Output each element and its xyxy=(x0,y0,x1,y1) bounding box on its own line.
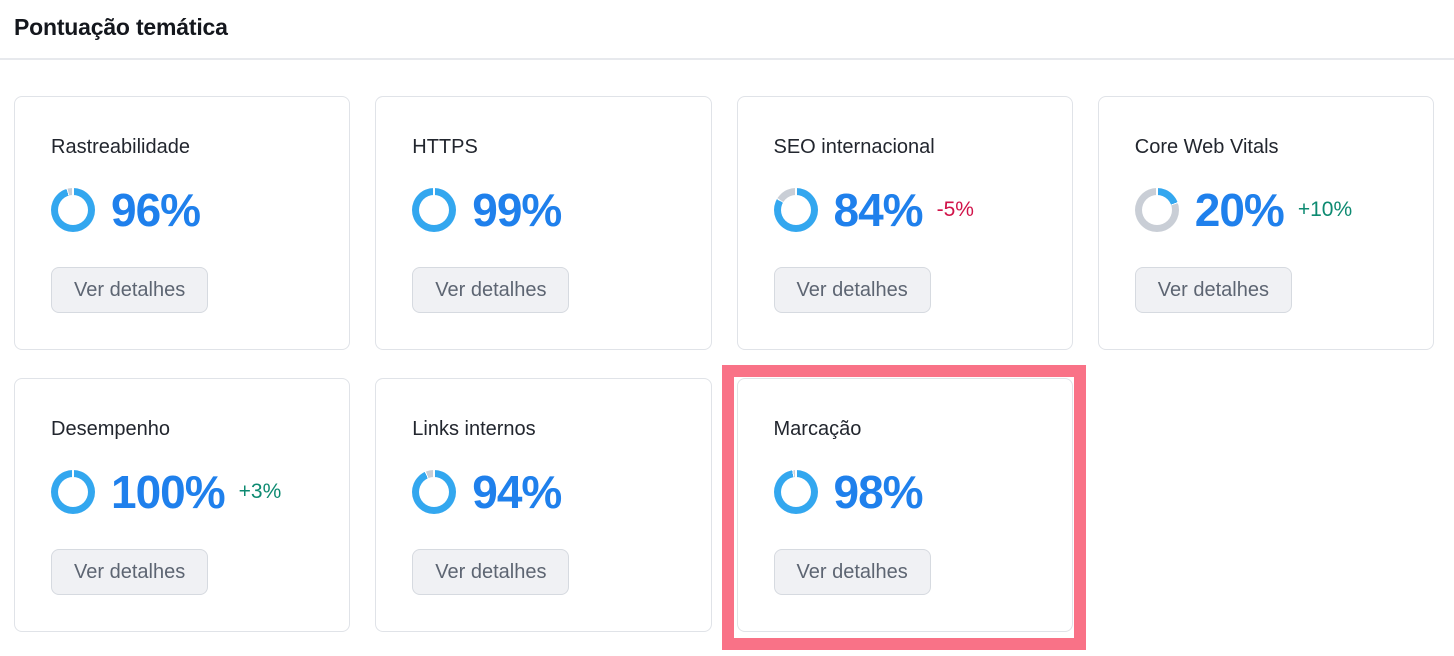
donut-gauge-icon xyxy=(51,470,95,514)
view-details-button[interactable]: Ver detalhes xyxy=(773,549,931,595)
card-https: HTTPS 99% Ver detalhes xyxy=(375,96,712,350)
card-core-web-vitals: Core Web Vitals 20% +10% Ver detalhes xyxy=(1097,96,1434,350)
score-row: 96% xyxy=(51,187,313,233)
card-links-internos: Links internos 94% Ver detalhes xyxy=(375,378,712,632)
header-divider xyxy=(0,58,1454,60)
score-row: 84% -5% xyxy=(773,184,1036,236)
score-value: 20% xyxy=(1194,184,1285,236)
card-title: Core Web Vitals xyxy=(1134,136,1279,158)
score-delta: +3% xyxy=(238,480,282,503)
donut-gauge-icon xyxy=(51,188,95,232)
score-value: 100% xyxy=(111,466,226,518)
donut-gauge-icon xyxy=(412,188,457,232)
card-desempenho: Desempenho 100% +3% Ver detalhes xyxy=(14,378,351,632)
score-value: 98% xyxy=(833,466,924,518)
card-seo-internacional: SEO internacional 84% -5% Ver detalhes xyxy=(736,96,1073,350)
card-title: HTTPS xyxy=(412,136,478,158)
card-title: Links internos xyxy=(412,418,536,440)
score-value: 99% xyxy=(472,184,562,236)
card-title: Rastreabilidade xyxy=(51,136,190,158)
view-details-button[interactable]: Ver detalhes xyxy=(51,267,209,313)
view-details-button[interactable]: Ver detalhes xyxy=(1134,267,1292,313)
donut-gauge-icon xyxy=(773,470,818,514)
score-delta: +10% xyxy=(1297,198,1353,221)
card-marcacao: Marcação 98% Ver detalhes xyxy=(736,378,1073,632)
card-rastreabilidade: Rastreabilidade 96% Ver detalhes xyxy=(14,96,351,350)
view-details-button[interactable]: Ver detalhes xyxy=(773,267,931,313)
score-row: 20% +10% xyxy=(1134,184,1397,236)
score-row: 94% xyxy=(412,469,674,515)
score-delta: -5% xyxy=(936,198,974,221)
score-row: 99% xyxy=(412,187,674,233)
card-title: SEO internacional xyxy=(773,136,935,158)
score-value: 94% xyxy=(472,466,562,518)
page-title: Pontuação temática xyxy=(14,14,228,40)
card-title: Desempenho xyxy=(51,418,170,440)
score-row: 98% xyxy=(773,466,1036,518)
card-title: Marcação xyxy=(773,418,862,440)
score-row: 100% +3% xyxy=(51,469,313,515)
section-header: Pontuação temática xyxy=(0,0,1454,42)
view-details-button[interactable]: Ver detalhes xyxy=(412,549,570,595)
score-value: 84% xyxy=(833,184,924,236)
score-cards-grid: Rastreabilidade 96% Ver detalhes HTTPS 9… xyxy=(14,96,1434,632)
view-details-button[interactable]: Ver detalhes xyxy=(51,549,209,595)
donut-gauge-icon xyxy=(412,470,457,514)
donut-gauge-icon xyxy=(1134,188,1179,232)
view-details-button[interactable]: Ver detalhes xyxy=(412,267,570,313)
donut-gauge-icon xyxy=(773,188,818,232)
score-value: 96% xyxy=(111,184,201,236)
